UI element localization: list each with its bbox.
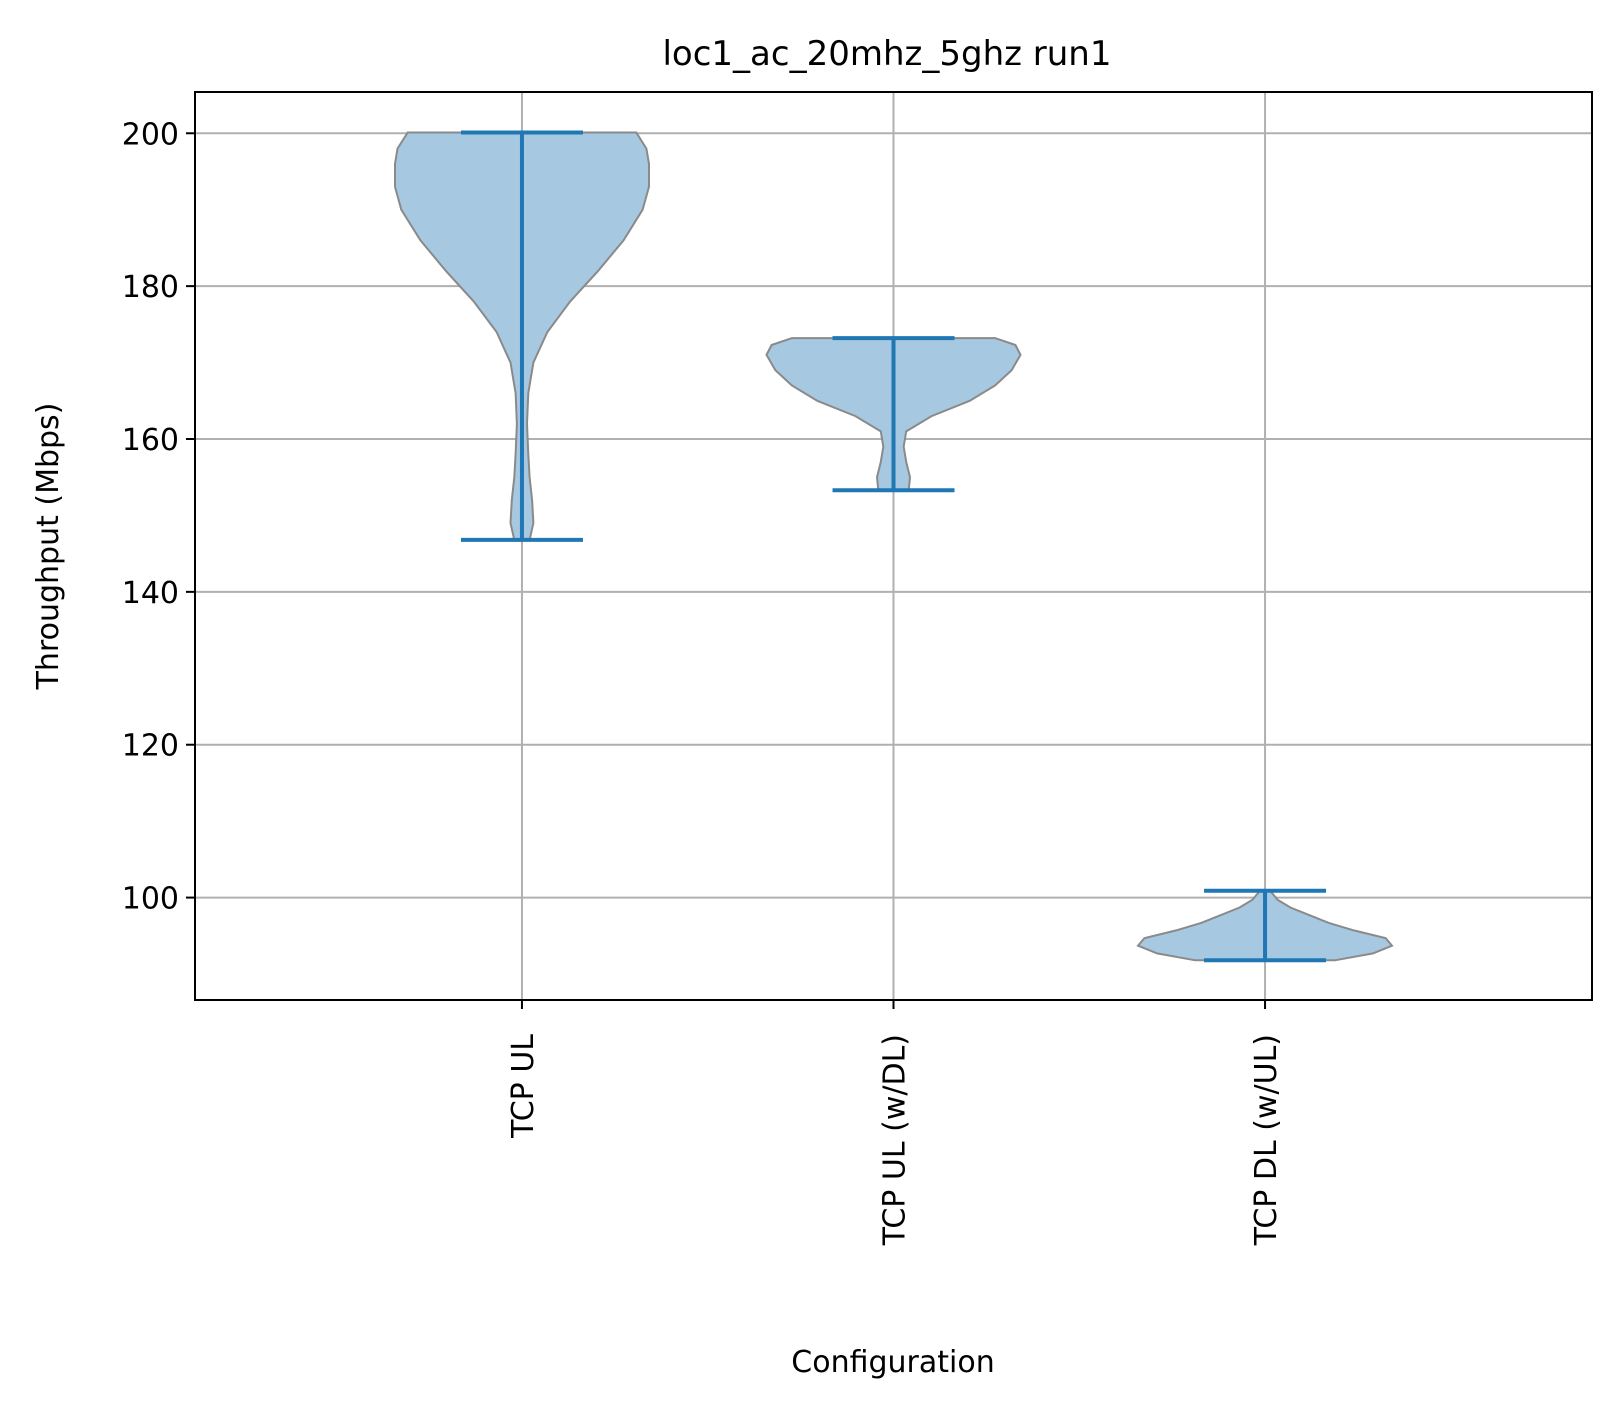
- axis-ticks: 100 120 140 160 180 200 TCP UL TCP UL (w/DL) TCP…: [122, 117, 1284, 1246]
- y-tick-label: 140: [122, 576, 179, 611]
- y-tick-label: 120: [122, 729, 179, 764]
- chart-title: loc1_ac_20mhz_5ghz run1: [662, 34, 1111, 74]
- grid-lines: [195, 92, 1592, 1000]
- x-axis-label: Configuration: [791, 1345, 994, 1380]
- x-tick-label: TCP DL (w/UL): [1249, 1034, 1284, 1246]
- y-axis-label: Throughput (Mbps): [31, 403, 66, 691]
- y-tick-label: 160: [122, 423, 179, 458]
- x-tick-label: TCP UL (w/DL): [878, 1034, 913, 1246]
- x-tick-label: TCP UL: [506, 1034, 541, 1139]
- y-tick-label: 180: [122, 270, 179, 305]
- y-tick-label: 100: [122, 882, 179, 917]
- y-tick-label: 200: [122, 117, 179, 152]
- violins: [394, 130, 1394, 963]
